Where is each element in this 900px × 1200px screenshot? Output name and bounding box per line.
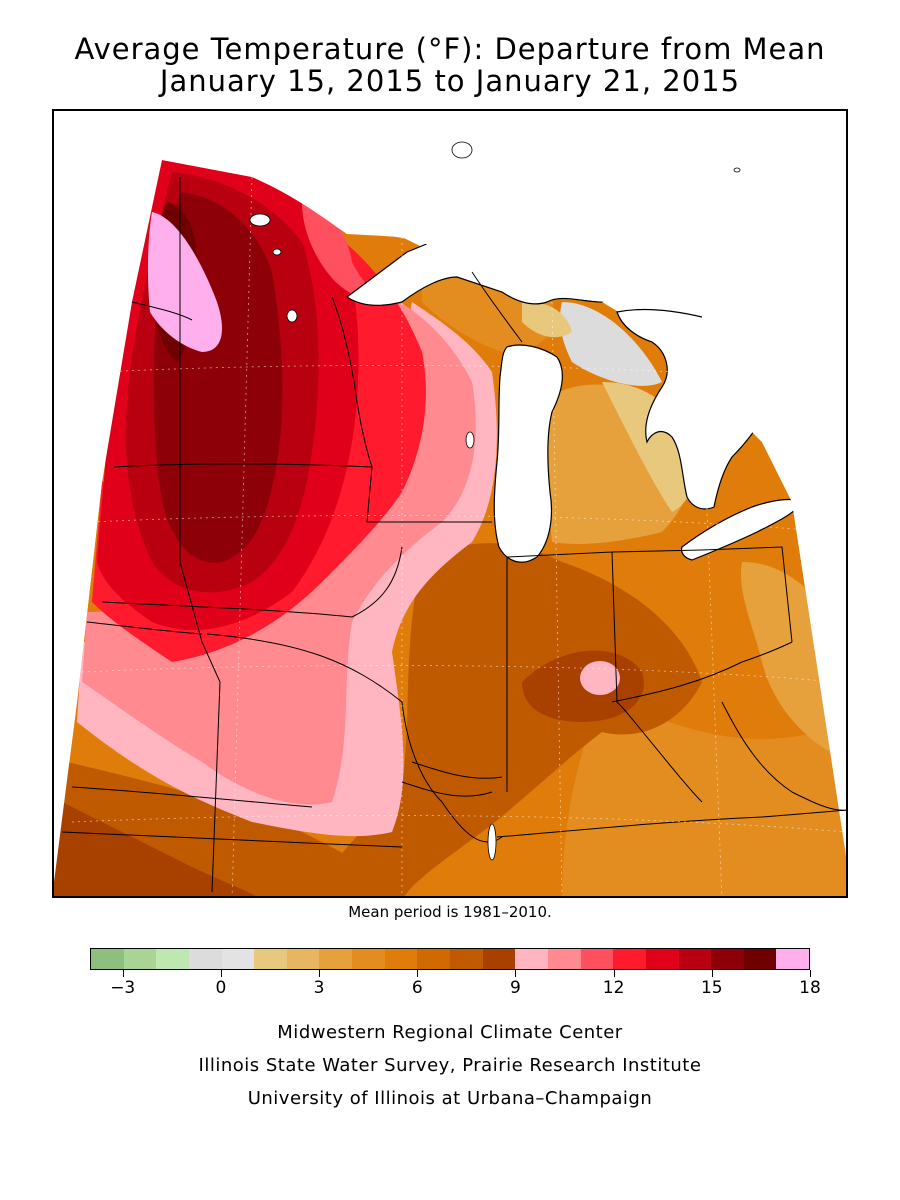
legend-swatch (482, 949, 516, 969)
legend-swatch (776, 949, 810, 969)
legend-tick (515, 970, 517, 977)
legend-swatch (221, 949, 255, 969)
legend-tick-label: 15 (700, 978, 723, 998)
legend-swatch (319, 949, 353, 969)
legend-tick (417, 970, 419, 977)
map-canvas (54, 111, 846, 896)
zone-up-tan (522, 301, 572, 338)
legend-tick-label: 18 (799, 978, 821, 998)
legend-swatch (123, 949, 157, 969)
zone-michigan-grey (560, 302, 662, 386)
map-date-range: January 15, 2015 to January 21, 2015 (159, 64, 741, 98)
legend-swatch (678, 949, 712, 969)
legend-tick-label: 6 (411, 978, 423, 998)
temperature-map (52, 109, 848, 898)
legend-tick (711, 970, 713, 977)
legend-tick (220, 970, 222, 977)
credit-uiuc: University of Illinois at Urbana–Champai… (247, 1088, 653, 1109)
credit-mrcc: Midwestern Regional Climate Center (277, 1022, 623, 1043)
legend-swatch (286, 949, 320, 969)
zone-south-darkest (54, 802, 256, 896)
legend-tick (810, 970, 811, 977)
legend-swatch (547, 949, 581, 969)
legend-swatch (515, 949, 548, 969)
legend-swatch (417, 949, 451, 969)
outside-right (702, 111, 846, 856)
state-borders (61, 177, 846, 893)
legend-tick-label: 0 (215, 978, 227, 998)
legend-swatch (645, 949, 679, 969)
legend-tick (613, 970, 615, 977)
legend-swatch (156, 949, 189, 969)
lake-erie (680, 498, 803, 561)
legend-tick-label: −3 (110, 978, 136, 998)
graticule (71, 176, 846, 896)
legend-tick-label: 9 (510, 978, 521, 998)
legend-swatch (352, 949, 385, 969)
legend-swatch (743, 949, 777, 969)
legend-swatch (254, 949, 287, 969)
islands (249, 141, 741, 861)
legend-swatch (450, 949, 483, 969)
legend-swatch (613, 949, 646, 969)
zone-pink-hotspot (147, 212, 222, 352)
legend-swatch (711, 949, 744, 969)
outside-left (54, 111, 162, 882)
lake-michigan (493, 344, 564, 563)
canada-white (162, 111, 846, 331)
zone-se-light (562, 702, 846, 896)
legend-swatch (188, 949, 222, 969)
color-legend (90, 948, 810, 970)
legend-tick-label: 12 (602, 978, 625, 998)
zone-hotspot-ohio (580, 661, 620, 695)
map-title: Average Temperature (°F): Departure from… (74, 32, 826, 66)
legend-ticks (90, 970, 811, 978)
legend-tick-label: 3 (313, 978, 325, 998)
credit-isws: Illinois State Water Survey, Prairie Res… (198, 1055, 702, 1076)
zone-superior-shore (302, 202, 387, 302)
legend-swatch (384, 949, 418, 969)
legend-tick-labels: −3 0 3 6 9 12 15 18 (90, 978, 821, 1000)
legend-tick (122, 970, 124, 977)
zone-central-darkorange (305, 543, 702, 896)
legend-tick (319, 970, 321, 977)
mean-period-note: Mean period is 1981–2010. (348, 903, 552, 921)
legend-swatch (91, 949, 124, 969)
legend-swatch (580, 949, 614, 969)
